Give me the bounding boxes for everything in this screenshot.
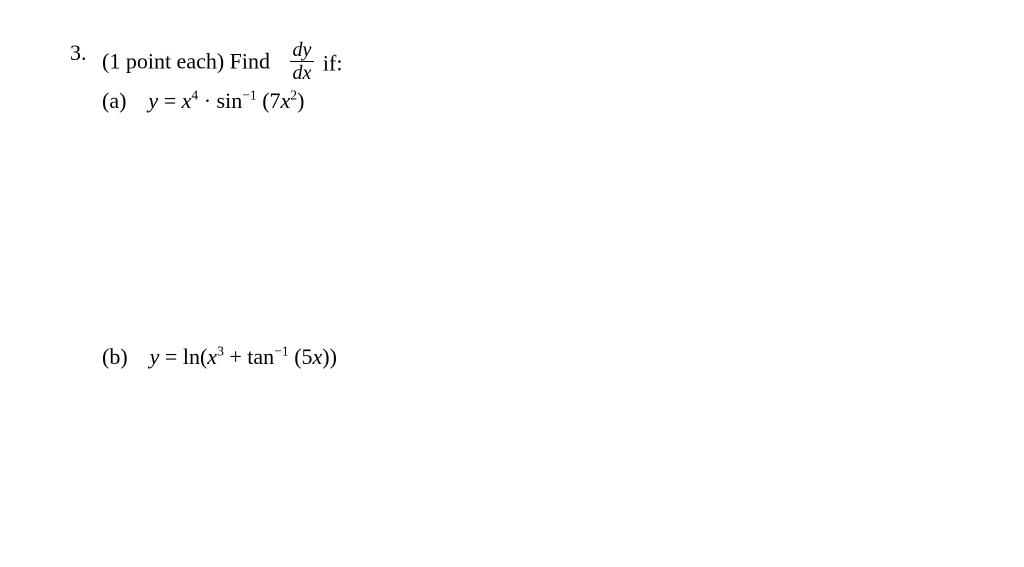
part-b-fn-exp: −1 <box>274 344 289 359</box>
part-a-fn-exp: −1 <box>242 88 257 103</box>
part-b-plus: + <box>229 344 247 369</box>
problem-stem: (1 point each) Find dy dx if: <box>102 42 342 85</box>
part-a-x: x <box>182 88 192 113</box>
part-a-open: ( <box>262 88 269 113</box>
part-b-open: ( <box>294 344 301 369</box>
part-a-close: ) <box>297 88 304 113</box>
part-b: (b) y = ln(x3 + tan−1 (5x)) <box>102 346 337 368</box>
part-a-coef: 7 <box>270 88 281 113</box>
fraction-denominator: dx <box>290 62 315 83</box>
part-a-x-exp: 4 <box>191 88 198 103</box>
part-b-y: y <box>150 344 160 369</box>
part-a-equals: = <box>164 88 182 113</box>
fraction-dy-dx: dy dx <box>290 40 315 83</box>
part-b-coef: 5 <box>302 344 313 369</box>
part-a-y: y <box>148 88 158 113</box>
part-a-dot: · <box>204 88 217 113</box>
page: 3. (1 point each) Find dy dx if: (a) y =… <box>0 0 1024 567</box>
part-b-inner-x: x <box>313 344 323 369</box>
part-b-x: x <box>207 344 217 369</box>
part-a-label: (a) <box>102 88 126 113</box>
problem-number: 3. <box>70 42 87 64</box>
stem-suffix: if: <box>323 51 343 76</box>
part-b-label: (b) <box>102 344 128 369</box>
part-b-fn: tan <box>247 344 274 369</box>
part-a: (a) y = x4 · sin−1 (7x2) <box>102 90 304 112</box>
part-b-x-exp: 3 <box>217 344 224 359</box>
part-b-ln: ln( <box>183 344 207 369</box>
part-b-close: )) <box>322 344 337 369</box>
part-b-equals: = <box>165 344 183 369</box>
fraction-numerator: dy <box>290 40 315 62</box>
part-a-fn: sin <box>217 88 243 113</box>
part-a-inner-x: x <box>281 88 291 113</box>
points-text: (1 point each) Find <box>102 49 270 74</box>
